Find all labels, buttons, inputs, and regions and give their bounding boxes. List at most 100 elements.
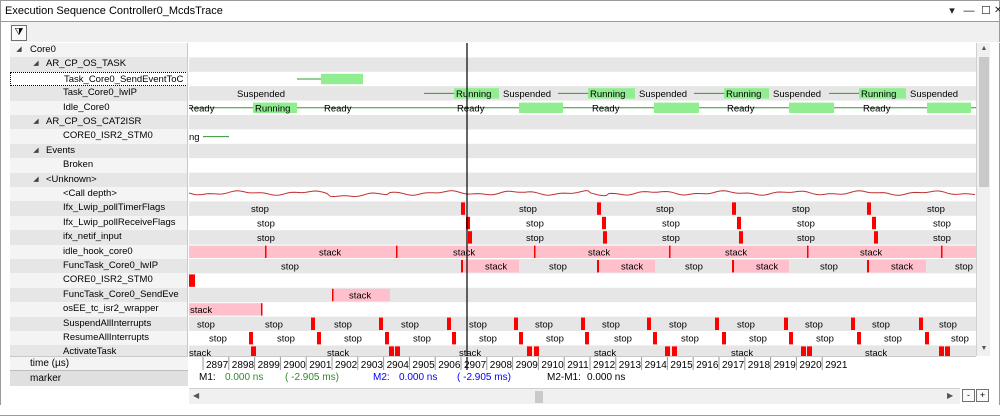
tree-row[interactable]: <Call depth> (10, 187, 187, 201)
row-background (189, 143, 976, 159)
state-label: Ready (727, 103, 755, 114)
row-background (189, 57, 976, 72)
stop-label: stop (197, 319, 215, 330)
zoom-in-button[interactable]: + (976, 389, 989, 402)
axis-tick-label: 2898 (232, 360, 255, 371)
tree-row[interactable]: Ifx_Lwip_pollReceiveFlags (10, 216, 187, 230)
tree-row[interactable]: CORE0_ISR2_STM0 (10, 129, 187, 143)
tree-row[interactable]: Task_Core0_lwIP (10, 86, 187, 101)
stop-label: stop (820, 262, 838, 273)
tree-row[interactable]: Ifx_Lwip_pollTimerFlags (10, 201, 187, 216)
collapse-arrow-icon[interactable]: ◢ (33, 60, 39, 68)
stack-label: stack (349, 291, 371, 302)
tree-row[interactable]: Idle_Core0 (10, 101, 187, 115)
state-label: Suspended (639, 89, 687, 100)
collapse-arrow-icon[interactable]: ◢ (33, 146, 39, 154)
tree-row[interactable]: ActivateTask (10, 345, 187, 356)
stop-mark (519, 332, 523, 345)
maximize-button[interactable]: ☐ (981, 5, 991, 17)
window-menu-button[interactable]: ▾ (949, 5, 955, 17)
window-titlebar: Execution Sequence Controller0_McdsTrace… (0, 0, 1000, 22)
filter-icon[interactable]: ⧩ (11, 25, 27, 41)
scroll-down-icon[interactable]: ▼ (980, 345, 988, 352)
collapse-arrow-icon[interactable]: ◢ (33, 175, 39, 183)
stop-label: stop (334, 319, 352, 330)
axis-tick-label: 2918 (748, 360, 771, 371)
stop-label: stop (933, 233, 951, 244)
stack-label: stack (588, 247, 610, 258)
vertical-scroll-thumb[interactable] (979, 57, 989, 187)
tree-row-label: ResumeAllInterrupts (63, 332, 150, 343)
stop-mark (784, 317, 788, 330)
tree-row-label: SuspendAllInterrupts (63, 317, 152, 329)
tree-row[interactable]: FuncTask_Core0_lwIP (10, 259, 187, 274)
tree-row[interactable]: ◢ AR_CP_OS_TASK (10, 57, 187, 72)
tree-row[interactable]: ResumeAllInterrupts (10, 331, 187, 345)
tree-row[interactable]: idle_hook_core0 (10, 245, 187, 259)
minimize-button[interactable]: — (963, 5, 975, 17)
tree-row[interactable]: ◢ AR_CP_OS_CAT2ISR (10, 115, 187, 130)
state-label: Suspended (910, 89, 958, 100)
stop-label: stop (792, 204, 810, 215)
tree-row[interactable]: ◢ Events (10, 143, 187, 159)
tree-row[interactable]: ◢ Core0 (10, 43, 187, 57)
frame-left (0, 22, 10, 416)
state-label: Ready (189, 103, 215, 114)
collapse-arrow-icon[interactable]: ◢ (16, 46, 22, 53)
horizontal-scrollbar[interactable]: ◀ ▶ (189, 388, 960, 404)
stack-mark (261, 303, 263, 316)
tree-row-label: Task_Core0_SendEventToC (64, 73, 184, 85)
running-bar (519, 102, 563, 113)
running-bar (253, 102, 297, 113)
tree-row[interactable]: osEE_tc_isr2_wrapper (10, 302, 187, 316)
tree-row-label: Core0 (30, 44, 56, 55)
stack-label: stack (891, 262, 913, 273)
row-background (189, 259, 976, 274)
tree-row[interactable]: Task_Core0_SendEventToC (10, 71, 187, 87)
zoom-out-button[interactable]: - (962, 389, 975, 402)
axis-tick-label: 2897 (206, 360, 229, 371)
horizontal-scroll-thumb[interactable] (535, 391, 543, 403)
stop-label: stop (737, 319, 755, 330)
stack-label: stack (190, 305, 212, 316)
stop-label: stop (413, 334, 431, 345)
stop-mark (737, 216, 741, 230)
running-bar (789, 102, 834, 113)
tree-row[interactable]: CORE0_ISR2_STM0 (10, 273, 187, 287)
tree-row[interactable]: ◢ <Unknown> (10, 172, 187, 187)
stop-mark (311, 317, 315, 330)
stop-label: stop (265, 319, 283, 330)
tree-row-label: <Unknown> (46, 173, 97, 185)
signal-tree: ◢ Core0 ◢ AR_CP_OS_TASK Task_Core0_SendEvent… (10, 43, 188, 356)
tree-row[interactable]: SuspendAllInterrupts (10, 316, 187, 331)
m2m1-label: M2-M1: (547, 372, 581, 383)
tree-row[interactable]: FuncTask_Core0_SendEve (10, 287, 187, 303)
close-button[interactable]: ✕ (994, 5, 1000, 16)
vertical-scrollbar[interactable]: ▲ ▼ (976, 43, 990, 356)
call-depth-line (189, 190, 976, 198)
collapse-arrow-icon[interactable]: ◢ (33, 118, 39, 125)
scroll-left-icon[interactable]: ◀ (193, 391, 200, 400)
axis-tick-label: 2901 (309, 360, 332, 371)
stack-label: stack (327, 348, 349, 356)
time-axis-label: time (µs) (10, 356, 188, 370)
stack-mark (396, 245, 398, 258)
scroll-up-icon[interactable]: ▲ (980, 45, 988, 52)
stop-label: stop (933, 219, 951, 230)
stack-bar (732, 260, 789, 273)
stop-label: stop (209, 334, 227, 345)
tree-row-label: ActivateTask (63, 346, 117, 356)
axis-tick-label: 2912 (593, 360, 616, 371)
scroll-right-icon[interactable]: ▶ (947, 391, 954, 400)
tree-row-label: idle_hook_core0 (63, 245, 133, 257)
stop-mark (249, 332, 253, 345)
timeline-plot[interactable]: Suspended Running Suspended Running Suspende… (189, 43, 976, 356)
tree-row[interactable]: ifx_netif_input (10, 230, 187, 245)
stop-mark (925, 332, 929, 345)
stop-label: stop (955, 262, 973, 273)
row-background (189, 287, 976, 303)
stop-mark (715, 317, 719, 330)
stack-mark (669, 245, 671, 258)
tree-row[interactable]: Broken (10, 158, 187, 172)
stop-label: stop (277, 334, 295, 345)
